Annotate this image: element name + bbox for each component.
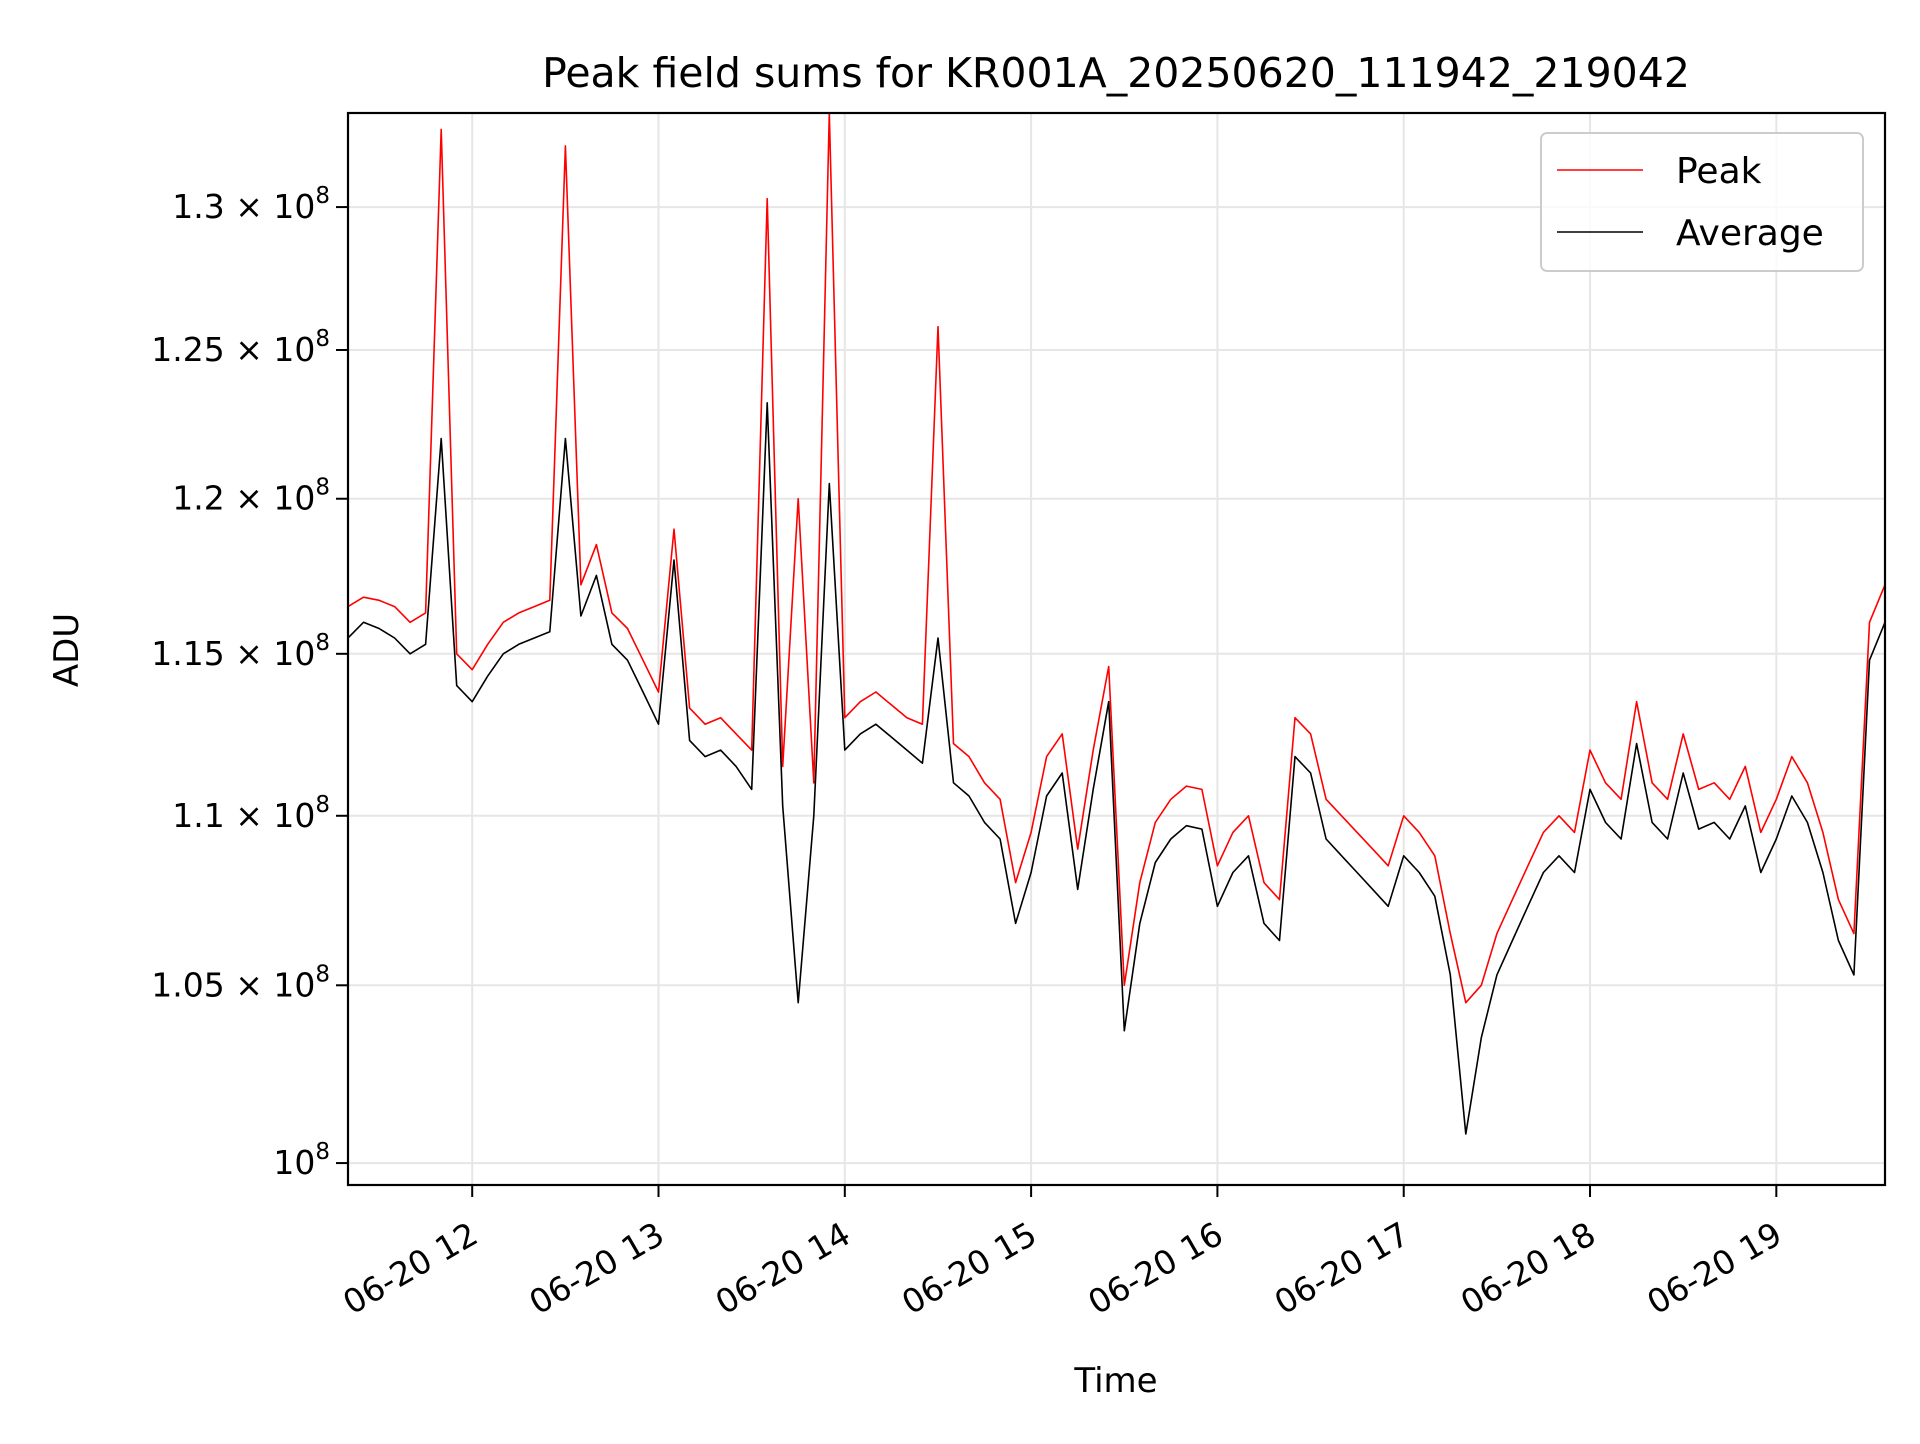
y-tick-exponent: 8 (315, 1139, 330, 1165)
y-tick-exponent: 8 (315, 326, 330, 352)
y-tick-exponent: 8 (315, 630, 330, 656)
y-tick-exponent: 8 (315, 183, 330, 209)
y-tick-label: 1.1 × 108 (172, 792, 330, 835)
y-tick-mantissa: 10 (273, 1143, 315, 1182)
y-tick-mantissa: 1.15 × 10 (151, 634, 315, 673)
series-line-average (347, 401, 1886, 1135)
y-tick-label: 1.05 × 108 (151, 961, 330, 1004)
x-axis-title: Time (1073, 1361, 1157, 1401)
y-tick-mantissa: 1.2 × 10 (172, 479, 315, 518)
y-tick-label: 108 (273, 1139, 330, 1182)
y-tick-label: 1.2 × 108 (172, 475, 330, 518)
y-axis-title: ADU (47, 613, 87, 687)
series-line-peak (347, 112, 1886, 1004)
y-tick-mantissa: 1.25 × 10 (151, 330, 315, 369)
legend: Peak Average (1540, 132, 1864, 272)
plot-frame (346, 111, 1887, 1187)
y-tick-label: 1.15 × 108 (151, 630, 330, 673)
y-tick-exponent: 8 (315, 961, 330, 987)
y-tick-mantissa: 1.3 × 10 (172, 187, 315, 226)
legend-label-average: Average (1676, 213, 1824, 254)
y-tick-exponent: 8 (315, 475, 330, 501)
series-lines (347, 112, 1886, 1135)
y-tick-mantissa: 1.05 × 10 (151, 965, 315, 1004)
y-tick-mantissa: 1.1 × 10 (172, 796, 315, 835)
legend-box (1540, 132, 1864, 272)
chart-title: Peak field sums for KR001A_20250620_1119… (542, 49, 1690, 97)
y-tick-label: 1.3 × 108 (172, 183, 330, 226)
y-tick-label: 1.25 × 108 (151, 326, 330, 369)
y-tick-exponent: 8 (315, 792, 330, 818)
legend-label-peak: Peak (1676, 151, 1762, 192)
